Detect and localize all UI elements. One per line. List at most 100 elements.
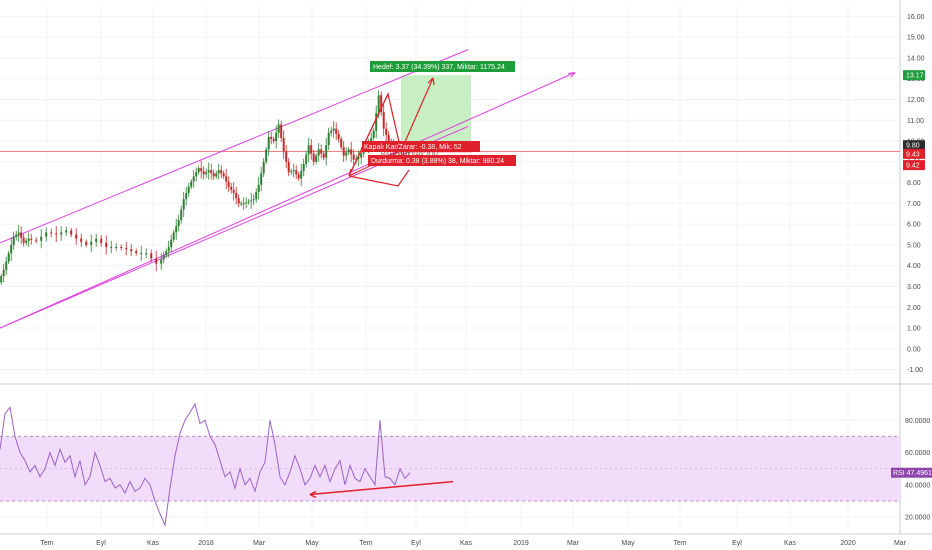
price-candle bbox=[275, 132, 278, 142]
rsi-axis-tick: 60.0000 bbox=[905, 450, 930, 457]
price-candle bbox=[190, 181, 193, 187]
price-candle bbox=[272, 138, 275, 142]
price-candle bbox=[55, 233, 58, 235]
price-candle bbox=[380, 95, 383, 112]
closed-pl-label: Kapalı Kar/Zarar: -0.38, Mik: 52 bbox=[364, 144, 462, 151]
price-axis-tick: 11.00 bbox=[907, 118, 924, 125]
rsi-series bbox=[0, 402, 454, 527]
price-candle bbox=[352, 154, 355, 160]
price-candle bbox=[22, 237, 25, 243]
price-axis-tick: -1.00 bbox=[907, 367, 923, 374]
target-arrow-line bbox=[400, 77, 434, 152]
price-candle bbox=[235, 193, 238, 199]
price-candle bbox=[257, 184, 260, 192]
price-candle bbox=[30, 238, 33, 240]
price-tag-label: 9.43 bbox=[906, 151, 920, 158]
price-candle bbox=[172, 232, 175, 240]
time-axis-tick: May bbox=[305, 540, 319, 547]
price-axis-tick: 16.00 bbox=[907, 14, 925, 21]
rsi-axis-tick: 80.0000 bbox=[905, 418, 930, 425]
price-candle bbox=[180, 209, 183, 221]
price-candle bbox=[197, 168, 200, 173]
price-candle bbox=[350, 149, 353, 155]
price-candle bbox=[220, 170, 223, 174]
price-candle bbox=[345, 152, 348, 156]
price-candle bbox=[360, 153, 363, 158]
price-tag-label: 9.80 bbox=[906, 143, 920, 150]
stop-label-box bbox=[368, 155, 516, 166]
price-candle bbox=[65, 230, 68, 233]
time-axis-tick: Kas bbox=[460, 540, 473, 547]
time-axis-tick: Mar bbox=[894, 540, 907, 547]
price-candle bbox=[185, 193, 188, 200]
channel-line-upper bbox=[0, 49, 469, 244]
price-candle bbox=[160, 259, 163, 264]
closed-pl-label-box bbox=[362, 141, 480, 152]
time-axis-tick: Tem bbox=[673, 540, 686, 547]
price-candle bbox=[310, 145, 313, 154]
axes[interactable]: 16.0015.0014.0013.0012.0011.0010.009.008… bbox=[40, 14, 932, 547]
time-axis-tick: Mar bbox=[567, 540, 580, 547]
price-candle bbox=[280, 124, 283, 138]
price-candle bbox=[295, 170, 298, 175]
price-candle bbox=[217, 170, 220, 174]
price-candle bbox=[382, 111, 385, 129]
rsi-axis-tick: 20.0000 bbox=[905, 515, 930, 522]
price-candle bbox=[75, 234, 78, 239]
price-candle bbox=[40, 236, 43, 241]
time-axis-tick: Eyl bbox=[96, 540, 106, 547]
price-candle bbox=[207, 170, 210, 173]
channel-arrow-head bbox=[567, 71, 576, 78]
time-axis-tick: Kas bbox=[784, 540, 797, 547]
price-candle bbox=[385, 128, 388, 135]
stop-label: Durdurma: 0.38 (3.88%) 38, Miktar: 980.2… bbox=[371, 158, 504, 165]
price-candle bbox=[315, 155, 318, 162]
price-candle bbox=[110, 247, 113, 249]
price-candle bbox=[330, 130, 333, 133]
price-candle bbox=[100, 238, 103, 243]
price-axis-tick: 12.00 bbox=[907, 97, 925, 104]
channel-line-outer bbox=[0, 72, 576, 329]
rsi-tag-label: RSI 47.4961 bbox=[893, 470, 932, 477]
time-axis-tick: Tem bbox=[359, 540, 372, 547]
price-candle bbox=[285, 151, 288, 162]
price-candle bbox=[305, 154, 308, 164]
rsi-trend-line bbox=[309, 480, 454, 496]
price-candle bbox=[342, 147, 345, 156]
pattern-leg bbox=[348, 93, 389, 177]
price-candle bbox=[300, 171, 303, 179]
price-candle bbox=[372, 130, 375, 138]
price-candle bbox=[70, 230, 73, 235]
price-candle bbox=[0, 276, 3, 283]
price-candle bbox=[35, 239, 38, 241]
target-arrow-head bbox=[427, 77, 435, 86]
price-candle bbox=[27, 238, 30, 241]
price-axis-tick: 8.00 bbox=[907, 180, 921, 187]
price-tag-box bbox=[903, 160, 925, 171]
price-candle bbox=[222, 173, 225, 177]
price-tag-box bbox=[903, 70, 925, 81]
price-candle bbox=[227, 181, 230, 187]
stop-arrow-line bbox=[348, 169, 410, 187]
price-axis-tick: 6.00 bbox=[907, 222, 921, 229]
price-candle bbox=[262, 161, 265, 174]
price-candle bbox=[230, 186, 233, 190]
price-candle bbox=[162, 255, 165, 260]
price-candle bbox=[277, 124, 280, 133]
price-candle bbox=[320, 149, 323, 154]
price-candle bbox=[252, 199, 255, 201]
price-candle bbox=[210, 170, 213, 174]
price-candle bbox=[12, 236, 15, 245]
rsi-band bbox=[0, 435, 900, 502]
annotation-labels: Hedef: 3.37 (34.39%) 337, Miktar: 1175.2… bbox=[362, 61, 516, 166]
price-candle bbox=[105, 242, 108, 248]
price-candle bbox=[205, 172, 208, 175]
price-candle bbox=[287, 161, 290, 173]
price-candle bbox=[290, 171, 293, 173]
price-candle bbox=[297, 174, 300, 179]
price-candle bbox=[282, 137, 285, 152]
price-candle bbox=[260, 173, 263, 185]
price-candle bbox=[212, 173, 215, 177]
price-axis-tick: 2.00 bbox=[907, 305, 921, 312]
